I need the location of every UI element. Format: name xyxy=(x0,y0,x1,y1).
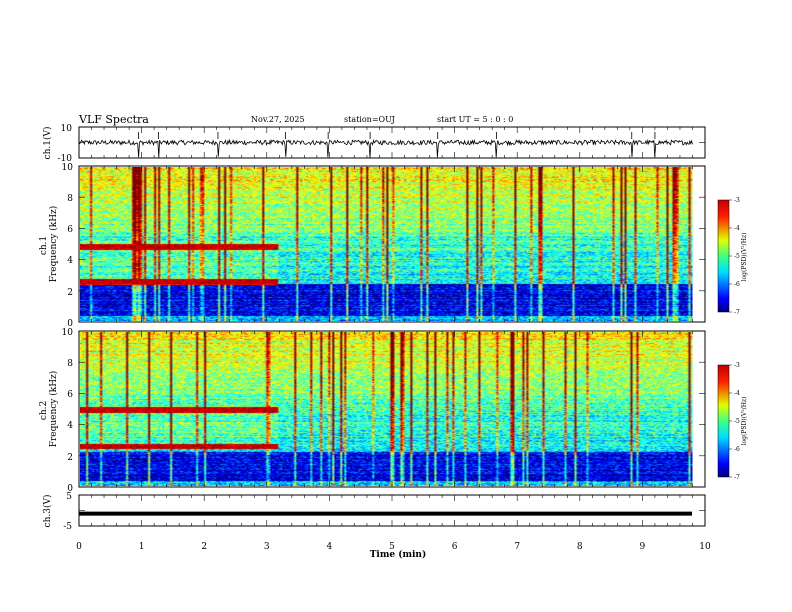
colorbar-tick-label: -7 xyxy=(734,474,740,481)
ch1-ytick-0: 0 xyxy=(67,319,73,329)
colorbar-tick-label: -7 xyxy=(734,309,740,316)
x-tick-label: 0 xyxy=(76,542,82,552)
ch1-ytick-4: 4 xyxy=(67,256,73,266)
date-label: Nov.27, 2025 xyxy=(251,115,305,124)
figure-title: VLF Spectra xyxy=(78,113,149,126)
x-tick-label: 3 xyxy=(264,542,270,552)
colorbar-tick-label: -3 xyxy=(734,362,740,369)
ch1-ytick-6: 6 xyxy=(67,225,73,235)
x-tick-label: 10 xyxy=(699,542,711,552)
ch3-ytick-top: 5 xyxy=(66,492,72,502)
x-tick-label: 5 xyxy=(389,542,395,552)
x-tick-label: 6 xyxy=(452,542,458,552)
ch1-waveform-ticks xyxy=(78,127,706,158)
ch1-ytick-bottom: -10 xyxy=(58,154,73,164)
ch3-waveform-ylabel: ch.3(V) xyxy=(42,495,53,528)
ch1-colorbar-gradient xyxy=(717,199,730,313)
ch2-ytick-10: 10 xyxy=(62,328,74,338)
ch1-spectrogram-ticks xyxy=(78,165,706,322)
ch2-ytick-4: 4 xyxy=(67,421,73,431)
ch2-spectrogram-ticks xyxy=(78,330,706,487)
ch3-waveform-panel: 5 -5 ch.3(V) xyxy=(42,492,706,532)
ch2-ytick-8: 8 xyxy=(67,359,73,369)
x-tick-label: 8 xyxy=(577,542,583,552)
station-label: station=OUJ xyxy=(344,115,395,124)
start-time-label: start UT = 5 : 0 : 0 xyxy=(437,115,513,124)
x-tick-label: 1 xyxy=(139,542,145,552)
ch1-spectrogram-ylabel: ch.1 Frequency (kHz) xyxy=(39,206,59,283)
ch1-spectrogram-panel: 10 8 6 4 2 0 ch.1 Frequency (kHz) xyxy=(39,163,706,329)
colorbar-tick-label: -5 xyxy=(734,418,740,425)
ch2-colorbar-label: log(PSD)(V²/Hz) xyxy=(741,397,748,446)
ch1-waveform-panel: 10 -10 ch.1(V) xyxy=(42,124,706,164)
ch1-ytick-8: 8 xyxy=(67,194,73,204)
colorbar-tick-label: -4 xyxy=(734,225,740,232)
x-tick-label: 4 xyxy=(327,542,333,552)
x-tick-label: 9 xyxy=(640,542,646,552)
ch1-ytick-top: 10 xyxy=(61,124,73,134)
ch3-waveform-ticks xyxy=(78,495,706,526)
ch2-colorbar: -3 -4 -5 -6 -7 log(PSD)(V²/Hz) xyxy=(717,362,748,481)
x-tick-label: 2 xyxy=(201,542,207,552)
ch1-ytick-2: 2 xyxy=(67,288,73,298)
ch3-ytick-bottom: -5 xyxy=(63,522,72,532)
ch1-colorbar: -3 -4 -5 -6 -7 log(PSD)(V²/Hz) xyxy=(717,197,748,316)
ch2-ytick-2: 2 xyxy=(67,453,73,463)
ch1-spectrogram-image xyxy=(80,167,693,321)
ch2-spectrogram-image xyxy=(80,332,693,486)
colorbar-tick-label: -5 xyxy=(734,253,740,260)
colorbar-tick-label: -4 xyxy=(734,390,740,397)
time-axis-label: Time (min) xyxy=(370,549,427,560)
ch2-colorbar-gradient xyxy=(717,364,730,478)
time-axis: 0 1 2 3 4 5 6 7 8 9 10 xyxy=(76,542,711,552)
ch2-spectrogram-ylabel: ch.2 Frequency (kHz) xyxy=(39,371,59,448)
colorbar-tick-label: -6 xyxy=(734,281,740,288)
colorbar-tick-label: -6 xyxy=(734,446,740,453)
ch2-ytick-0: 0 xyxy=(67,484,73,494)
ch1-ytick-10: 10 xyxy=(62,163,74,173)
ch1-waveform-line xyxy=(78,138,693,159)
ch1-colorbar-label: log(PSD)(V²/Hz) xyxy=(741,233,748,282)
ch2-spectrogram-panel: 10 8 6 4 2 0 ch.2 Frequency (kHz) xyxy=(39,328,706,494)
x-tick-label: 7 xyxy=(514,542,520,552)
ch1-waveform-ylabel: ch.1(V) xyxy=(42,127,53,160)
colorbar-tick-label: -3 xyxy=(734,197,740,204)
ch2-ytick-6: 6 xyxy=(67,390,73,400)
